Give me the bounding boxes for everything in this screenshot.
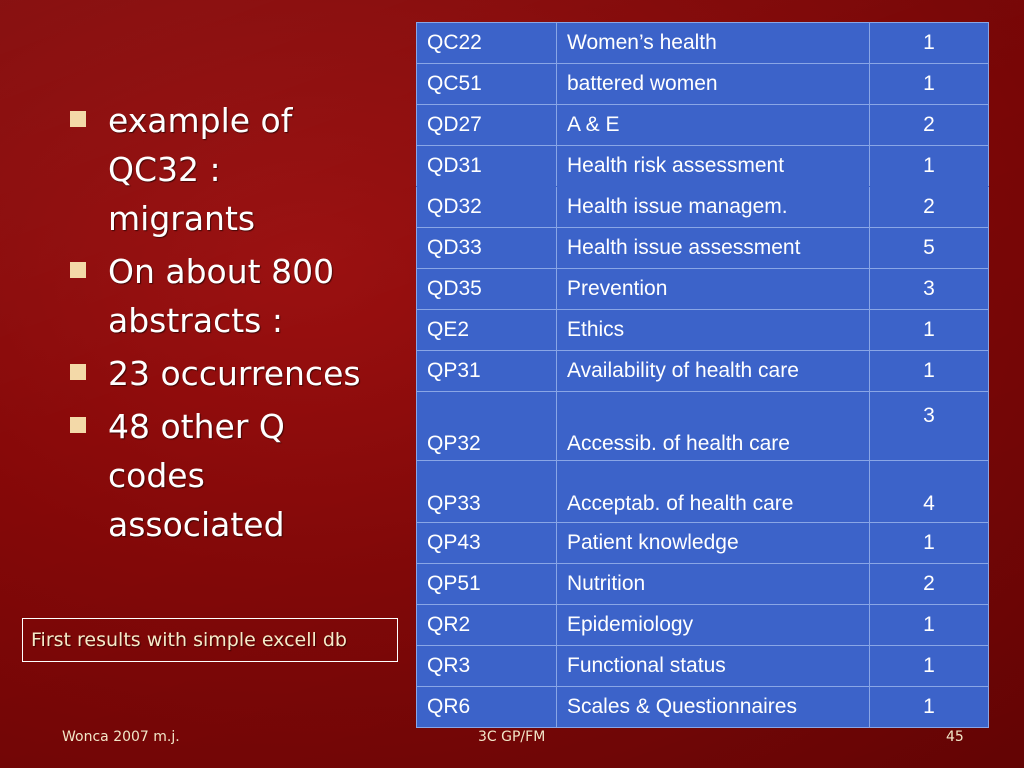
table-row: QD33 Health issue assessment 5: [416, 227, 989, 269]
description-cell: Epidemiology: [556, 604, 870, 646]
code-cell: QC51: [416, 63, 557, 105]
description-cell: Health issue managem.: [556, 186, 870, 228]
count-cell: 1: [869, 145, 989, 187]
description-cell: Nutrition: [556, 563, 870, 605]
bullet-text: example of QC32 : migrants: [108, 101, 293, 238]
code-cell: QD32: [416, 186, 557, 228]
count-cell: 1: [869, 22, 989, 64]
description-cell: Health issue assessment: [556, 227, 870, 269]
code-cell: QP43: [416, 522, 557, 564]
code-cell: QD31: [416, 145, 557, 187]
count-cell: 3: [869, 391, 989, 461]
description-cell: Health risk assessment: [556, 145, 870, 187]
table-row: QD32 Health issue managem. 2: [416, 186, 989, 228]
code-cell: QR6: [416, 686, 557, 728]
bullet-item: On about 800 abstracts :: [70, 247, 400, 345]
description-cell: Availability of health care: [556, 350, 870, 392]
count-cell: 1: [869, 63, 989, 105]
table-row: QC51 battered women 1: [416, 63, 989, 105]
bullet-text: 48 other Q codes associated: [108, 407, 285, 544]
square-bullet-icon: [70, 262, 86, 278]
bullet-list: example of QC32 : migrants On about 800 …: [70, 96, 400, 553]
footer-center: 3C GP/FM: [478, 729, 546, 745]
table-row: QP51 Nutrition 2: [416, 563, 989, 605]
code-cell: QD35: [416, 268, 557, 310]
description-cell: battered women: [556, 63, 870, 105]
code-cell: QP51: [416, 563, 557, 605]
square-bullet-icon: [70, 364, 86, 380]
bullet-item: 23 occurrences: [70, 349, 400, 398]
code-cell: QD33: [416, 227, 557, 269]
code-cell: QE2: [416, 309, 557, 351]
description-cell: Patient knowledge: [556, 522, 870, 564]
table-row: QD27 A & E 2: [416, 104, 989, 146]
count-cell: 1: [869, 604, 989, 646]
bullet-item: 48 other Q codes associated: [70, 402, 400, 549]
description-cell: A & E: [556, 104, 870, 146]
codes-table: QC22 Women’s health 1 QC51 battered wome…: [416, 22, 989, 728]
count-cell: 1: [869, 645, 989, 687]
count-cell: 1: [869, 309, 989, 351]
count-cell: 5: [869, 227, 989, 269]
code-cell: QR3: [416, 645, 557, 687]
table-row: QP33 Acceptab. of health care 4: [416, 460, 989, 523]
code-cell: QD27: [416, 104, 557, 146]
page-number: 45: [946, 729, 964, 745]
count-cell: 4: [869, 460, 989, 523]
count-cell: 2: [869, 104, 989, 146]
table-row: QP32 Accessib. of health care 3: [416, 391, 989, 461]
table-row: QR2 Epidemiology 1: [416, 604, 989, 646]
table-row: QD31 Health risk assessment 1: [416, 145, 989, 187]
description-cell: Accessib. of health care: [556, 391, 870, 461]
bullet-text: 23 occurrences: [108, 354, 361, 393]
description-cell: Ethics: [556, 309, 870, 351]
table-row: QR6 Scales & Questionnaires 1: [416, 686, 989, 728]
table-row: QP31 Availability of health care 1: [416, 350, 989, 392]
code-cell: QC22: [416, 22, 557, 64]
footer-left: Wonca 2007 m.j.: [62, 729, 180, 745]
count-cell: 1: [869, 522, 989, 564]
table-row: QP43 Patient knowledge 1: [416, 522, 989, 564]
count-cell: 2: [869, 563, 989, 605]
code-cell: QP31: [416, 350, 557, 392]
square-bullet-icon: [70, 111, 86, 127]
table-row: QD35 Prevention 3: [416, 268, 989, 310]
description-cell: Scales & Questionnaires: [556, 686, 870, 728]
bullet-text: On about 800 abstracts :: [108, 252, 335, 340]
description-cell: Acceptab. of health care: [556, 460, 870, 523]
bullet-item: example of QC32 : migrants: [70, 96, 400, 243]
table-row: QE2 Ethics 1: [416, 309, 989, 351]
description-cell: Functional status: [556, 645, 870, 687]
table-row: QC22 Women’s health 1: [416, 22, 989, 64]
count-cell: 2: [869, 186, 989, 228]
code-cell: QP33: [416, 460, 557, 523]
square-bullet-icon: [70, 417, 86, 433]
description-cell: Prevention: [556, 268, 870, 310]
code-cell: QP32: [416, 391, 557, 461]
count-cell: 1: [869, 350, 989, 392]
description-cell: Women’s health: [556, 22, 870, 64]
code-cell: QR2: [416, 604, 557, 646]
note-text: First results with simple excell db: [31, 629, 347, 651]
count-cell: 1: [869, 686, 989, 728]
note-box: First results with simple excell db: [22, 618, 398, 662]
count-cell: 3: [869, 268, 989, 310]
table-row: QR3 Functional status 1: [416, 645, 989, 687]
